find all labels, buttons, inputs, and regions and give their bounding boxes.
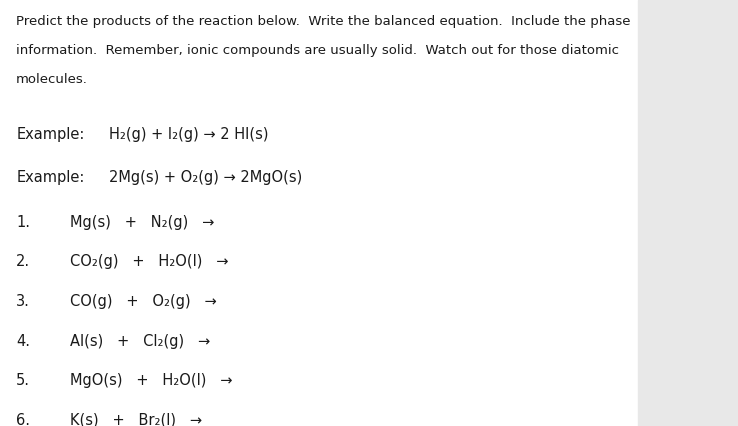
- Text: molecules.: molecules.: [16, 73, 88, 86]
- Bar: [638, 0, 738, 426]
- Text: K(s)   +   Br₂(l)   →: K(s) + Br₂(l) →: [70, 413, 202, 426]
- Text: Al(s)   +   Cl₂(g)   →: Al(s) + Cl₂(g) →: [70, 334, 210, 348]
- Text: Example:: Example:: [16, 127, 85, 142]
- Text: 6.: 6.: [16, 413, 30, 426]
- Text: MgO(s)   +   H₂O(l)   →: MgO(s) + H₂O(l) →: [70, 373, 232, 388]
- Text: 2Mg(s) + O₂(g) → 2MgO(s): 2Mg(s) + O₂(g) → 2MgO(s): [109, 170, 303, 185]
- Text: Example:: Example:: [16, 170, 85, 185]
- Text: 4.: 4.: [16, 334, 30, 348]
- Text: 1.: 1.: [16, 215, 30, 230]
- Text: 3.: 3.: [16, 294, 30, 309]
- Text: Mg(s)   +   N₂(g)   →: Mg(s) + N₂(g) →: [70, 215, 215, 230]
- Text: CO₂(g)   +   H₂O(l)   →: CO₂(g) + H₂O(l) →: [70, 254, 229, 269]
- Text: 5.: 5.: [16, 373, 30, 388]
- Text: H₂(g) + I₂(g) → 2 HI(s): H₂(g) + I₂(g) → 2 HI(s): [109, 127, 269, 142]
- Text: information.  Remember, ionic compounds are usually solid.  Watch out for those : information. Remember, ionic compounds a…: [16, 44, 619, 57]
- Text: CO(g)   +   O₂(g)   →: CO(g) + O₂(g) →: [70, 294, 217, 309]
- Text: Predict the products of the reaction below.  Write the balanced equation.  Inclu: Predict the products of the reaction bel…: [16, 15, 631, 28]
- Text: 2.: 2.: [16, 254, 30, 269]
